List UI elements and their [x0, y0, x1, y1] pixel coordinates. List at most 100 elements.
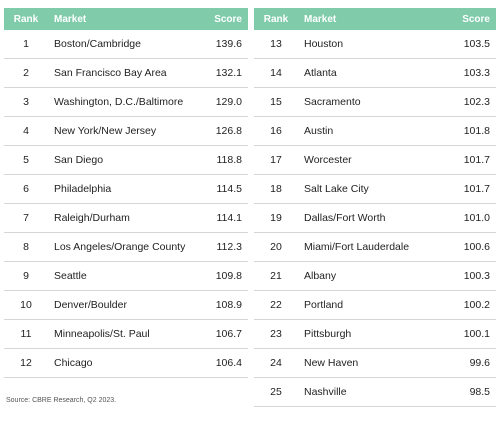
table-body-right: 13 Houston 103.5 14 Atlanta 103.3 15 Sacramento…: [254, 30, 496, 407]
rank-cell: 14: [254, 58, 298, 88]
market-cell: Raleigh/Durham: [48, 203, 182, 233]
ranking-table-left: Rank Market Score 1 Boston/Cambridge 139.6…: [4, 8, 248, 378]
rank-cell: 24: [254, 348, 298, 378]
rank-header: Rank: [254, 8, 298, 30]
table-row: 16 Austin 101.8: [254, 116, 496, 146]
score-cell: 106.7: [182, 319, 248, 349]
score-cell: 103.5: [430, 30, 496, 59]
rank-cell: 10: [4, 290, 48, 320]
market-cell: Boston/Cambridge: [48, 30, 182, 59]
rank-cell: 16: [254, 116, 298, 146]
market-cell: New York/New Jersey: [48, 116, 182, 146]
table-row: 17 Worcester 101.7: [254, 145, 496, 175]
score-cell: 139.6: [182, 30, 248, 59]
table-row: 9 Seattle 109.8: [4, 261, 248, 291]
table-header-row: Rank Market Score: [4, 8, 248, 30]
market-cell: Seattle: [48, 261, 182, 291]
score-cell: 103.3: [430, 58, 496, 88]
table-row: 10 Denver/Boulder 108.9: [4, 290, 248, 320]
market-cell: Worcester: [298, 145, 430, 175]
market-cell: Philadelphia: [48, 174, 182, 204]
market-cell: Washington, D.C./Baltimore: [48, 87, 183, 117]
table-row: 23 Pittsburgh 100.1: [254, 319, 496, 349]
table-row: 25 Nashville 98.5: [254, 377, 496, 407]
market-cell: Sacramento: [298, 87, 430, 117]
rank-cell: 21: [254, 261, 298, 291]
score-cell: 101.8: [430, 116, 496, 146]
score-cell: 118.8: [182, 145, 248, 175]
score-cell: 100.2: [430, 290, 496, 320]
market-cell: New Haven: [298, 348, 430, 378]
score-cell: 108.9: [182, 290, 248, 320]
table-row: 14 Atlanta 103.3: [254, 58, 496, 88]
market-cell: Houston: [298, 30, 430, 59]
score-cell: 132.1: [182, 58, 248, 88]
ranking-table-right: Rank Market Score 13 Houston 103.5 14 Atlant…: [254, 8, 496, 407]
table-row: 11 Minneapolis/St. Paul 106.7: [4, 319, 248, 349]
table-row: 21 Albany 100.3: [254, 261, 496, 291]
market-cell: Nashville: [298, 377, 430, 407]
market-cell: Los Angeles/Orange County: [48, 232, 185, 262]
rank-cell: 22: [254, 290, 298, 320]
table-row: 12 Chicago 106.4: [4, 348, 248, 378]
score-header: Score: [182, 8, 248, 30]
table-header-row: Rank Market Score: [254, 8, 496, 30]
rank-cell: 8: [4, 232, 48, 262]
rank-cell: 9: [4, 261, 48, 291]
table-row: 3 Washington, D.C./Baltimore 129.0: [4, 87, 248, 117]
table-row: 7 Raleigh/Durham 114.1: [4, 203, 248, 233]
rank-cell: 4: [4, 116, 48, 146]
table-body-left: 1 Boston/Cambridge 139.6 2 San Francisco Bay…: [4, 30, 248, 378]
market-cell: Chicago: [48, 348, 182, 378]
rank-cell: 12: [4, 348, 48, 378]
market-cell: Minneapolis/St. Paul: [48, 319, 182, 349]
score-cell: 109.8: [182, 261, 248, 291]
table-row: 22 Portland 100.2: [254, 290, 496, 320]
market-cell: Albany: [298, 261, 430, 291]
rank-cell: 7: [4, 203, 48, 233]
market-cell: Salt Lake City: [298, 174, 430, 204]
score-cell: 114.1: [182, 203, 248, 233]
table-row: 1 Boston/Cambridge 139.6: [4, 30, 248, 59]
score-cell: 99.6: [430, 348, 496, 378]
rank-cell: 19: [254, 203, 298, 233]
rank-cell: 15: [254, 87, 298, 117]
table-row: 24 New Haven 99.6: [254, 348, 496, 378]
market-cell: San Diego: [48, 145, 182, 175]
score-cell: 100.6: [430, 232, 496, 262]
rank-cell: 13: [254, 30, 298, 59]
score-cell: 101.7: [430, 174, 496, 204]
rank-cell: 3: [4, 87, 48, 117]
market-cell: Denver/Boulder: [48, 290, 182, 320]
score-cell: 98.5: [430, 377, 496, 407]
rank-cell: 25: [254, 377, 298, 407]
table-row: 8 Los Angeles/Orange County 112.3: [4, 232, 248, 262]
table-row: 13 Houston 103.5: [254, 30, 496, 59]
score-cell: 114.5: [182, 174, 248, 204]
score-cell: 101.0: [430, 203, 496, 233]
table-row: 6 Philadelphia 114.5: [4, 174, 248, 204]
market-cell: San Francisco Bay Area: [48, 58, 182, 88]
market-header: Market: [298, 8, 430, 30]
market-cell: Miami/Fort Lauderdale: [298, 232, 430, 262]
market-cell: Pittsburgh: [298, 319, 430, 349]
market-cell: Atlanta: [298, 58, 430, 88]
score-cell: 126.8: [182, 116, 248, 146]
rank-cell: 23: [254, 319, 298, 349]
rank-cell: 1: [4, 30, 48, 59]
market-cell: Dallas/Fort Worth: [298, 203, 430, 233]
rank-cell: 2: [4, 58, 48, 88]
score-cell: 106.4: [182, 348, 248, 378]
score-cell: 100.3: [430, 261, 496, 291]
score-cell: 101.7: [430, 145, 496, 175]
table-row: 2 San Francisco Bay Area 132.1: [4, 58, 248, 88]
rank-cell: 6: [4, 174, 48, 204]
rank-header: Rank: [4, 8, 48, 30]
market-header: Market: [48, 8, 182, 30]
source-note: Source: CBRE Research, Q2 2023.: [6, 397, 117, 404]
market-cell: Austin: [298, 116, 430, 146]
rank-cell: 20: [254, 232, 298, 262]
market-cell: Portland: [298, 290, 430, 320]
score-cell: 129.0: [182, 87, 248, 117]
score-header: Score: [430, 8, 496, 30]
